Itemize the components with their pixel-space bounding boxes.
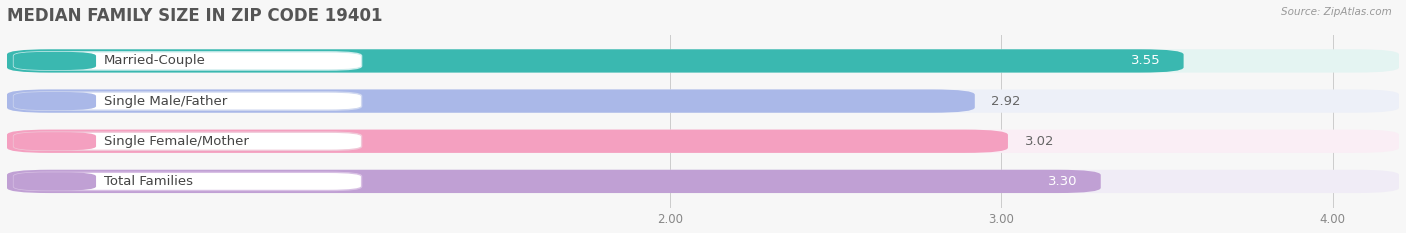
Text: Source: ZipAtlas.com: Source: ZipAtlas.com <box>1281 7 1392 17</box>
FancyBboxPatch shape <box>7 49 1399 72</box>
FancyBboxPatch shape <box>14 52 361 70</box>
FancyBboxPatch shape <box>14 132 361 150</box>
FancyBboxPatch shape <box>7 170 1101 193</box>
FancyBboxPatch shape <box>7 170 1399 193</box>
FancyBboxPatch shape <box>7 130 1008 153</box>
Text: MEDIAN FAMILY SIZE IN ZIP CODE 19401: MEDIAN FAMILY SIZE IN ZIP CODE 19401 <box>7 7 382 25</box>
Text: Single Female/Mother: Single Female/Mother <box>104 135 249 148</box>
Text: 3.30: 3.30 <box>1047 175 1077 188</box>
FancyBboxPatch shape <box>7 89 1399 113</box>
Text: Total Families: Total Families <box>104 175 193 188</box>
FancyBboxPatch shape <box>14 172 361 191</box>
FancyBboxPatch shape <box>14 52 96 70</box>
FancyBboxPatch shape <box>7 89 974 113</box>
Text: Married-Couple: Married-Couple <box>104 55 205 67</box>
Text: 3.55: 3.55 <box>1130 55 1160 67</box>
Text: 2.92: 2.92 <box>991 95 1021 108</box>
FancyBboxPatch shape <box>14 172 96 191</box>
FancyBboxPatch shape <box>14 92 361 110</box>
FancyBboxPatch shape <box>14 92 96 110</box>
FancyBboxPatch shape <box>7 130 1399 153</box>
FancyBboxPatch shape <box>14 132 96 150</box>
Text: 3.02: 3.02 <box>1025 135 1054 148</box>
Text: Single Male/Father: Single Male/Father <box>104 95 226 108</box>
FancyBboxPatch shape <box>7 49 1184 72</box>
